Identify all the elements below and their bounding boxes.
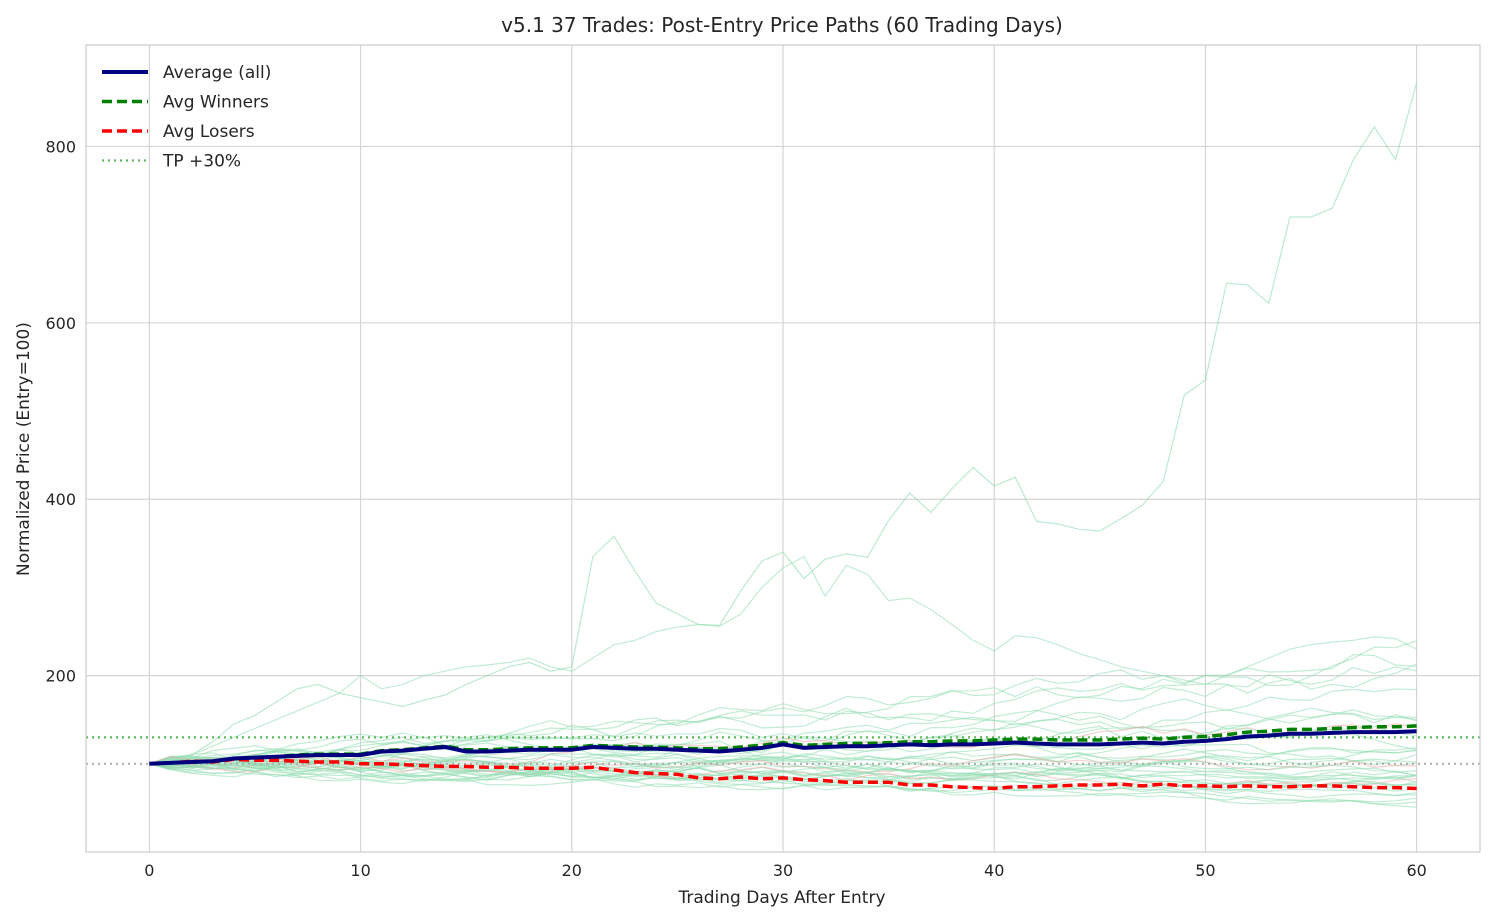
trade-path-line [149, 763, 1417, 805]
series-line-avg-losers [149, 757, 1417, 791]
y-tick-label: 200 [45, 667, 76, 686]
trade-path-line [149, 640, 1417, 767]
x-tick-label: 30 [773, 861, 793, 880]
trade-path-line [149, 763, 1417, 792]
chart-title: v5.1 37 Trades: Post-Entry Price Paths (… [501, 13, 1063, 37]
reference-lines [86, 736, 1480, 765]
trade-path-line [149, 755, 1417, 772]
plot-frame [85, 44, 1481, 853]
x-tick-label: 20 [562, 861, 582, 880]
trade-path-line [149, 555, 1417, 765]
y-axis-label: Normalized Price (Entry=100) [14, 322, 34, 576]
x-tick-label: 0 [144, 861, 154, 880]
trade-path-line [149, 763, 1417, 799]
x-tick-label: 40 [984, 861, 1004, 880]
x-axis-label: Trading Days After Entry [677, 888, 885, 908]
legend-label: Avg Winners [163, 93, 269, 113]
trade-path-line [149, 666, 1417, 769]
y-tick-label: 800 [45, 137, 76, 156]
y-tick-label: 600 [45, 314, 76, 333]
series-line-average-all [149, 729, 1417, 766]
x-tick-label: 60 [1406, 861, 1426, 880]
legend-label: TP +30% [162, 152, 241, 172]
legend-label: Average (all) [163, 63, 271, 83]
x-tick-label: 10 [350, 861, 370, 880]
trade-path-line [149, 82, 1418, 768]
grid [86, 45, 1480, 852]
trade-path-line [149, 688, 1417, 765]
trade-path-line [149, 763, 1417, 808]
tick-labels: 0 10 20 30 40 50 60 200 400 600 800 [45, 137, 1426, 880]
series-lines [149, 724, 1417, 791]
y-tick-label: 400 [45, 490, 76, 509]
x-tick-label: 50 [1195, 861, 1215, 880]
legend: Average (all) Avg Winners Avg Losers TP +30… [102, 63, 271, 172]
legend-label: Avg Losers [163, 122, 255, 142]
